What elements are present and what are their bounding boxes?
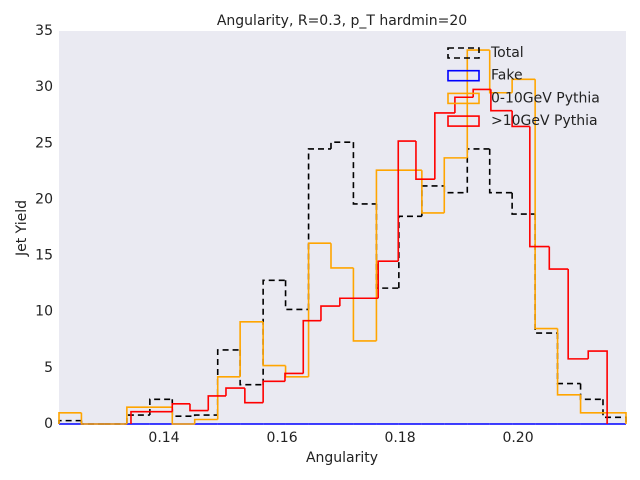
histogram-step <box>149 398 173 416</box>
y-axis-label: Jet Yield <box>14 200 30 257</box>
histogram-step <box>490 89 513 112</box>
legend-label: Fake <box>491 68 523 84</box>
histogram-step <box>225 387 245 396</box>
histogram-step <box>529 126 550 248</box>
histogram-step <box>352 142 377 205</box>
histogram-step <box>579 394 603 414</box>
histogram-step <box>171 407 195 425</box>
histogram-step <box>126 406 150 424</box>
y-tick-label: 10 <box>35 304 53 320</box>
series <box>130 88 608 424</box>
histogram-step <box>130 410 173 424</box>
legend-swatch <box>447 47 480 59</box>
y-tick-label: 35 <box>35 23 53 39</box>
histogram-step <box>239 321 264 377</box>
legend-swatch <box>447 115 480 127</box>
histogram-step <box>421 170 445 214</box>
histogram-step <box>415 141 435 181</box>
histogram-step <box>262 380 285 403</box>
chart-title: Angularity, R=0.3, p_T hardmin=20 <box>217 13 467 29</box>
histogram-step <box>587 350 608 424</box>
histogram-step <box>511 192 536 215</box>
histogram-step <box>534 214 558 334</box>
y-tick-label: 25 <box>35 135 53 151</box>
histogram-step <box>330 243 354 269</box>
x-tick-label: 0.14 <box>148 430 179 446</box>
y-tick-label: 0 <box>44 416 53 432</box>
histogram-step <box>189 403 209 412</box>
histogram-step <box>488 148 513 194</box>
histogram-step <box>377 260 399 299</box>
legend-swatch <box>447 92 480 105</box>
histogram-step <box>80 412 105 425</box>
histogram-step <box>434 112 455 180</box>
histogram-step <box>262 321 286 367</box>
histogram-step <box>171 402 190 412</box>
histogram-step <box>556 328 581 396</box>
histogram-step <box>548 246 569 270</box>
legend-swatch <box>447 69 480 82</box>
histogram-step <box>330 141 354 149</box>
y-tick-label: 20 <box>35 191 53 207</box>
histogram-step <box>397 140 416 262</box>
histogram-step <box>244 388 264 404</box>
x-tick-label: 0.18 <box>384 430 415 446</box>
x-tick-label: 0.20 <box>502 430 533 446</box>
histogram-step <box>567 269 589 360</box>
histogram-step <box>302 319 321 374</box>
y-tick-label: 30 <box>35 79 53 95</box>
histogram-step <box>58 411 82 424</box>
histogram-step <box>375 169 399 341</box>
histogram-step <box>207 395 226 411</box>
y-tick-label: 5 <box>44 360 53 376</box>
histogram-step <box>284 280 309 311</box>
y-tick-label: 15 <box>35 248 53 264</box>
histogram-step <box>511 110 530 128</box>
histogram-step <box>466 49 490 158</box>
histogram-step <box>534 79 558 330</box>
histogram-step <box>193 414 218 417</box>
x-axis-label: Angularity <box>306 450 378 466</box>
histogram-step <box>320 305 340 321</box>
legend-label: >10GeV Pythia <box>491 113 598 129</box>
histogram-step <box>511 78 536 93</box>
histogram-step <box>454 96 474 113</box>
histogram-step <box>352 267 377 342</box>
histogram-step <box>284 372 304 382</box>
legend-label: Total <box>490 45 524 61</box>
histogram-step <box>472 88 491 98</box>
histogram-step <box>216 376 241 420</box>
histogram-step <box>307 242 331 377</box>
x-tick-label: 0.16 <box>266 430 297 446</box>
histogram-step <box>339 297 379 307</box>
histogram-step <box>193 418 218 424</box>
histogram-step <box>602 411 627 424</box>
series <box>58 49 627 425</box>
plot-area <box>59 31 626 424</box>
legend-label: 0-10GeV Pythia <box>491 90 600 106</box>
histogram-step <box>488 50 513 94</box>
histogram-step <box>443 157 468 213</box>
